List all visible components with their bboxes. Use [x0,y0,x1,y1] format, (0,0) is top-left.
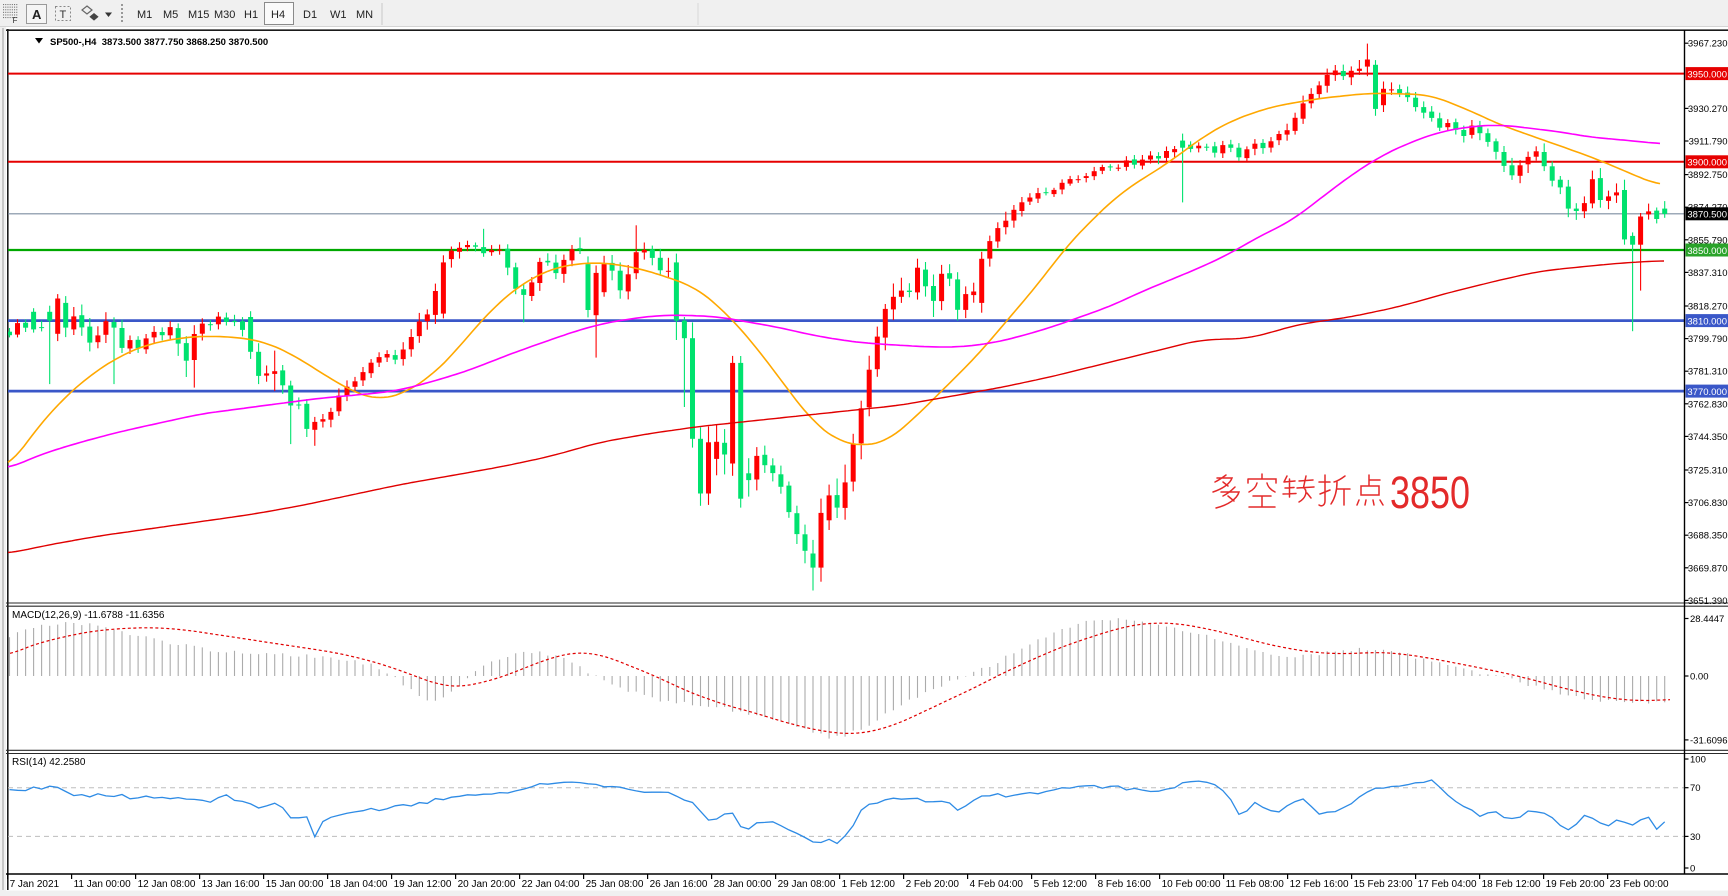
svg-text:26 Jan 16:00: 26 Jan 16:00 [650,879,708,890]
svg-text:H1: H1 [244,9,258,21]
svg-text:3669.870: 3669.870 [1688,563,1728,574]
svg-text:T: T [60,9,67,21]
svg-text:F: F [13,16,18,25]
svg-text:25 Jan 08:00: 25 Jan 08:00 [586,879,644,890]
svg-text:18 Feb 12:00: 18 Feb 12:00 [1482,879,1541,890]
svg-text:M1: M1 [137,9,152,21]
svg-text:70: 70 [1690,783,1701,794]
svg-text:12 Feb 16:00: 12 Feb 16:00 [1290,879,1349,890]
svg-text:15 Feb 23:00: 15 Feb 23:00 [1354,879,1413,890]
svg-text:3837.310: 3837.310 [1688,268,1728,279]
svg-text:7 Jan 2021: 7 Jan 2021 [10,879,60,890]
svg-text:28.4447: 28.4447 [1690,614,1724,625]
svg-text:2 Feb 20:00: 2 Feb 20:00 [906,879,960,890]
svg-text:3818.270: 3818.270 [1688,302,1728,313]
svg-text:30: 30 [1690,832,1701,843]
svg-text:1 Feb 12:00: 1 Feb 12:00 [842,879,896,890]
svg-text:3870.500: 3870.500 [1687,210,1727,221]
svg-text:23 Feb 00:00: 23 Feb 00:00 [1610,879,1669,890]
svg-text:W1: W1 [330,9,347,21]
svg-text:3892.750: 3892.750 [1688,170,1728,181]
svg-text:3967.230: 3967.230 [1688,39,1728,50]
svg-text:5 Feb 12:00: 5 Feb 12:00 [1034,879,1088,890]
svg-text:0: 0 [1690,864,1695,875]
svg-text:12 Jan 08:00: 12 Jan 08:00 [138,879,196,890]
svg-text:100: 100 [1690,755,1706,766]
svg-text:3810.000: 3810.000 [1687,316,1727,327]
svg-text:SP500-,H4 3873.500 3877.750 3: SP500-,H4 3873.500 3877.750 3868.250 387… [50,37,268,48]
svg-text:28 Jan 00:00: 28 Jan 00:00 [714,879,772,890]
svg-text:M5: M5 [163,9,178,21]
svg-text:3744.350: 3744.350 [1688,432,1728,443]
svg-text:4 Feb 04:00: 4 Feb 04:00 [970,879,1024,890]
svg-text:3770.000: 3770.000 [1687,387,1727,398]
svg-text:3850.000: 3850.000 [1687,246,1727,257]
svg-text:3688.350: 3688.350 [1688,531,1728,542]
svg-text:29 Jan 08:00: 29 Jan 08:00 [778,879,836,890]
svg-text:13 Jan 16:00: 13 Jan 16:00 [202,879,260,890]
svg-text:A: A [32,7,42,22]
svg-text:M30: M30 [214,9,235,21]
svg-text:11 Feb 08:00: 11 Feb 08:00 [1226,879,1285,890]
svg-text:3911.790: 3911.790 [1689,137,1728,148]
svg-text:8 Feb 16:00: 8 Feb 16:00 [1098,879,1152,890]
svg-text:D1: D1 [303,9,317,21]
svg-text:3706.830: 3706.830 [1688,498,1728,509]
svg-text:3930.270: 3930.270 [1688,104,1728,115]
svg-text:20 Jan 20:00: 20 Jan 20:00 [458,879,516,890]
svg-text:18 Jan 04:00: 18 Jan 04:00 [330,879,388,890]
svg-text:22 Jan 04:00: 22 Jan 04:00 [522,879,580,890]
svg-text:10 Feb 00:00: 10 Feb 00:00 [1162,879,1221,890]
svg-text:3855.790: 3855.790 [1688,235,1728,246]
svg-text:3850: 3850 [1390,467,1470,518]
svg-text:3781.310: 3781.310 [1688,367,1728,378]
svg-text:19 Jan 12:00: 19 Jan 12:00 [394,879,452,890]
svg-text:3651.390: 3651.390 [1688,596,1728,607]
svg-text:-31.6096: -31.6096 [1690,735,1728,746]
svg-text:15 Jan 00:00: 15 Jan 00:00 [266,879,324,890]
svg-text:M15: M15 [188,9,209,21]
svg-text:3950.000: 3950.000 [1687,69,1727,80]
svg-text:MN: MN [356,9,373,21]
svg-text:3900.000: 3900.000 [1687,158,1727,169]
svg-text:0.00: 0.00 [1690,672,1709,683]
svg-text:H4: H4 [271,9,285,21]
svg-text:3762.830: 3762.830 [1688,399,1728,410]
svg-text:19 Feb 20:00: 19 Feb 20:00 [1546,879,1605,890]
svg-text:RSI(14) 42.2580: RSI(14) 42.2580 [12,757,86,768]
svg-text:MACD(12,26,9) -11.6788 -11.635: MACD(12,26,9) -11.6788 -11.6356 [12,610,165,621]
svg-text:17 Feb 04:00: 17 Feb 04:00 [1418,879,1477,890]
svg-text:3799.790: 3799.790 [1688,334,1728,345]
svg-text:3725.310: 3725.310 [1688,466,1728,477]
svg-text:11 Jan 00:00: 11 Jan 00:00 [74,879,132,890]
